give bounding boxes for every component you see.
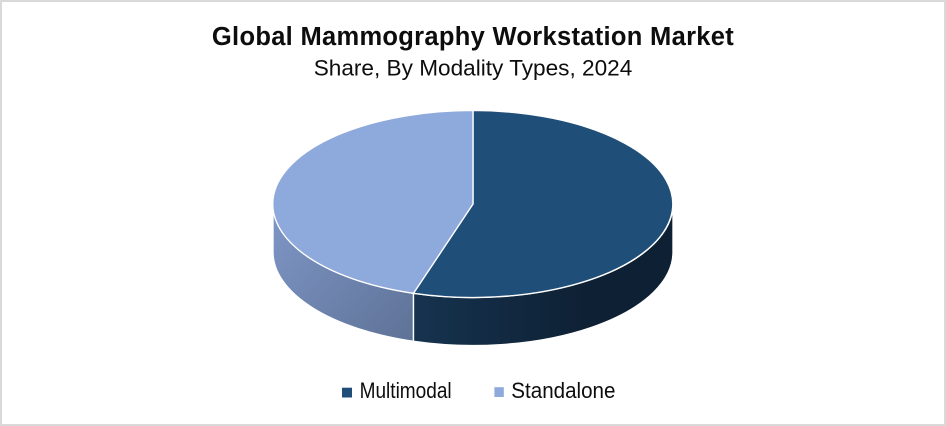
svg-text:Global Mammography Workstation: Global Mammography Workstation Market bbox=[212, 23, 734, 51]
svg-text:Multimodal: Multimodal bbox=[360, 379, 452, 404]
svg-text:Standalone: Standalone bbox=[511, 378, 615, 403]
svg-text:Share, By Modality Types, 2024: Share, By Modality Types, 2024 bbox=[314, 55, 633, 80]
